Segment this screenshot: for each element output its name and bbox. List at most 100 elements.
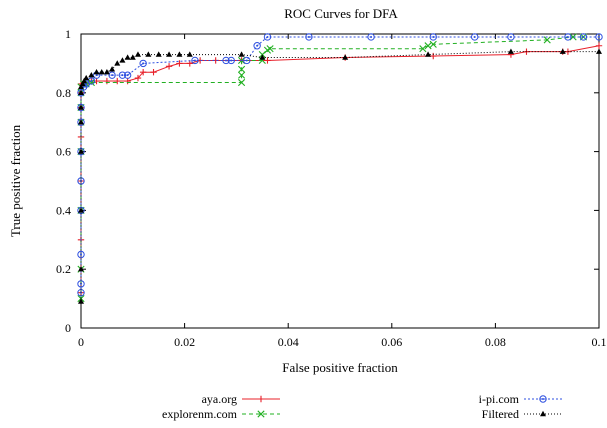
legend-label: aya.org (202, 392, 237, 406)
plot-series (77, 33, 603, 304)
data-point-filtered (83, 74, 90, 81)
data-point-i-pi-com (470, 33, 479, 41)
data-point-explorenm-com (419, 45, 427, 53)
data-point-filtered (78, 83, 84, 90)
data-point-filtered (79, 80, 86, 87)
data-point-filtered (109, 66, 116, 72)
data-point-filtered (166, 51, 173, 57)
data-point-aya-org (124, 77, 131, 85)
data-point-filtered (259, 54, 266, 60)
data-point-filtered (98, 69, 105, 75)
data-point-i-pi-com (579, 33, 588, 41)
data-point-i-pi-com (367, 33, 375, 41)
data-point-filtered (78, 298, 84, 304)
data-point-filtered (78, 266, 84, 272)
data-point-i-pi-com (253, 42, 261, 50)
data-point-i-pi-com (222, 56, 230, 65)
data-point-aya-org (186, 60, 193, 67)
legend-item-filtered: Filtered (482, 407, 562, 421)
data-point-filtered (186, 51, 193, 57)
x-tick-label: 0.08 (485, 335, 506, 349)
y-tick-label: 0.8 (56, 86, 71, 100)
data-point-filtered (425, 51, 432, 57)
data-point-aya-org (150, 69, 157, 76)
data-point-i-pi-com (243, 56, 251, 65)
data-point-i-pi-com (227, 56, 235, 65)
data-point-filtered (342, 54, 349, 60)
data-point-i-pi-com (139, 59, 147, 68)
y-tick-label: 0 (65, 321, 71, 335)
series-line-i-pi-com (80, 36, 599, 293)
data-point-explorenm-com (266, 45, 274, 53)
data-point-filtered (78, 119, 84, 125)
y-tick-label: 0.2 (56, 262, 71, 276)
data-point-aya-org (430, 52, 437, 60)
data-point-i-pi-com (564, 33, 572, 41)
x-tick-label: 0.04 (278, 335, 299, 349)
data-point-filtered (596, 48, 602, 54)
x-tick-label: 0.02 (174, 335, 195, 349)
data-point-i-pi-com (123, 71, 132, 79)
data-point-i-pi-com (263, 33, 272, 41)
data-point-filtered (119, 57, 126, 63)
data-point-i-pi-com (87, 77, 96, 85)
data-point-i-pi-com (77, 250, 85, 259)
x-tick-label: 0 (78, 335, 84, 349)
y-tick-label: 0.6 (56, 145, 71, 159)
data-point-i-pi-com (507, 33, 515, 41)
data-point-i-pi-com (108, 71, 116, 79)
data-point-aya-org (103, 77, 111, 85)
data-point-filtered (88, 71, 95, 78)
data-point-filtered (238, 51, 245, 57)
legend-item-aya-org: aya.org (202, 392, 280, 406)
legend-label: i-pi.com (479, 392, 520, 406)
x-tick-label: 0.1 (592, 335, 607, 349)
data-point-i-pi-com (191, 56, 199, 65)
data-point-filtered (93, 69, 100, 75)
data-point-filtered (129, 54, 136, 60)
legend-label: Filtered (482, 407, 519, 421)
data-point-explorenm-com (429, 40, 437, 48)
series-explorenm-com (77, 33, 588, 303)
data-point-i-pi-com (595, 33, 603, 41)
data-point-filtered (507, 48, 514, 54)
series-filtered (78, 48, 602, 304)
data-point-aya-org (114, 77, 121, 85)
data-point-filtered (124, 54, 131, 60)
series-i-pi-com (77, 33, 603, 297)
data-point-explorenm-com (237, 65, 246, 73)
data-point-aya-org (134, 74, 142, 82)
data-point-filtered (559, 48, 566, 54)
legend-marker (257, 395, 265, 403)
data-point-filtered (176, 51, 183, 57)
data-point-filtered (114, 60, 121, 66)
data-point-aya-org (165, 63, 173, 70)
data-point-explorenm-com (543, 36, 551, 44)
data-point-filtered (81, 77, 88, 84)
data-point-explorenm-com (237, 71, 246, 79)
data-point-filtered (155, 51, 162, 57)
data-point-aya-org (139, 69, 147, 76)
legend-marker (257, 410, 265, 418)
legend-marker (539, 395, 547, 403)
series-aya-org (77, 42, 603, 296)
data-point-i-pi-com (429, 33, 437, 41)
data-point-aya-org (176, 60, 183, 67)
data-point-explorenm-com (237, 78, 246, 87)
data-point-filtered (78, 207, 84, 213)
data-point-filtered (78, 89, 84, 95)
x-tick-label: 0.06 (381, 335, 402, 349)
legend-item-explorenm-com: explorenm.com (162, 407, 280, 421)
x-axis-label: False positive fraction (282, 360, 398, 375)
data-point-aya-org (595, 42, 603, 49)
y-axis-label: True positive fraction (8, 124, 23, 237)
legend-marker (540, 410, 546, 417)
data-point-filtered (134, 51, 141, 57)
data-point-filtered (103, 69, 110, 75)
series-line-explorenm-com (80, 36, 584, 299)
data-point-aya-org (264, 57, 271, 64)
data-point-i-pi-com (305, 33, 313, 41)
data-point-filtered (78, 104, 84, 110)
plot-frame (80, 33, 600, 329)
